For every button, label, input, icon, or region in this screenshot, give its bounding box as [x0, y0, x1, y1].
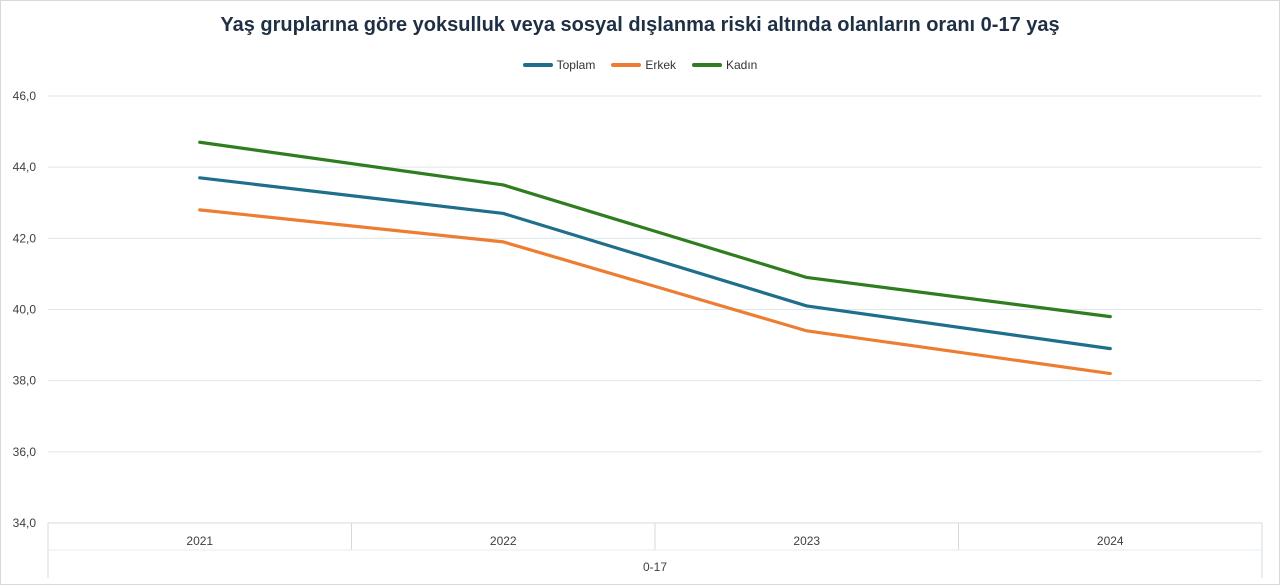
x-tick-label: 2024 [1097, 534, 1124, 548]
legend-label-kadin: Kadın [726, 58, 758, 72]
legend-swatch-kadin [692, 63, 722, 67]
y-tick-label: 46,0 [13, 89, 37, 103]
y-tick-label: 34,0 [13, 516, 37, 530]
y-tick-label: 38,0 [13, 374, 37, 388]
y-tick-label: 42,0 [13, 231, 37, 245]
x-group-label: 0-17 [643, 560, 667, 574]
x-tick-label: 2023 [793, 534, 820, 548]
series-line-kadın [198, 140, 1112, 319]
legend-item-erkek: Erkek [611, 58, 676, 72]
legend-swatch-erkek [611, 63, 642, 67]
legend-swatch-toplam [522, 63, 553, 67]
legend-item-kadin: Kadın [692, 58, 757, 72]
chart-title: Yaş gruplarına göre yoksulluk veya sosya… [220, 14, 1060, 36]
legend: Toplam Erkek Kadın [0, 58, 1280, 72]
legend-label-toplam: Toplam [556, 58, 596, 72]
y-tick-label: 36,0 [13, 445, 37, 459]
y-tick-label: 44,0 [13, 160, 37, 174]
legend-item-toplam: Toplam [522, 58, 596, 72]
legend-label-erkek: Erkek [645, 58, 676, 72]
y-tick-label: 40,0 [13, 303, 37, 317]
series-line-erkek [198, 208, 1112, 376]
x-tick-label: 2021 [186, 534, 213, 548]
series-line-toplam [198, 176, 1112, 351]
x-tick-label: 2022 [490, 534, 517, 548]
